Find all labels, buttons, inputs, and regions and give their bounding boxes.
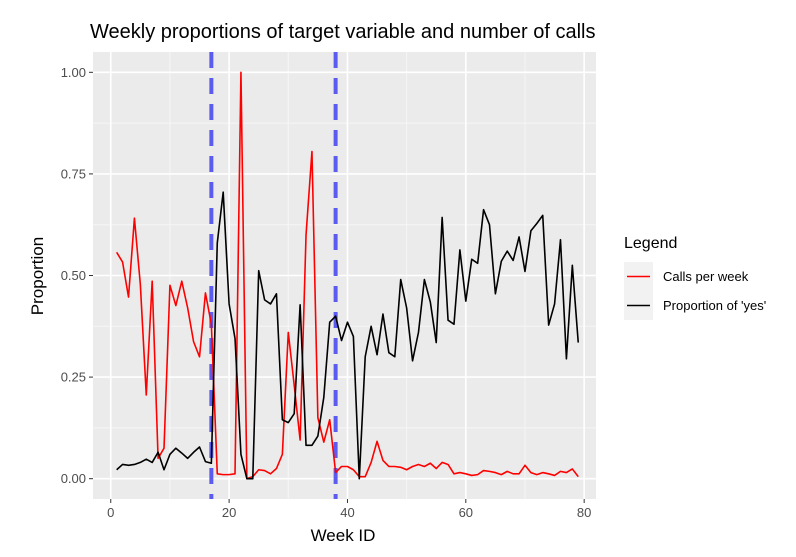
x-axis: 0 20 40 60 80 <box>107 499 591 520</box>
chart-title: Weekly proportions of target variable an… <box>90 21 595 43</box>
series-lines <box>115 71 580 480</box>
reference-lines <box>209 52 338 499</box>
y-axis-title: Proportion <box>28 237 47 315</box>
legend-label: Calls per week <box>663 269 749 284</box>
y-tick-label: 0.00 <box>61 471 86 486</box>
legend-items: Calls per week Proportion of 'yes' <box>624 262 766 320</box>
x-tick-label: 60 <box>459 505 473 520</box>
x-tick-label: 20 <box>222 505 236 520</box>
y-axis: 0.00 0.25 0.50 0.75 1.00 <box>61 65 93 486</box>
x-axis-title: Week ID <box>311 526 376 545</box>
y-tick-label: 0.50 <box>61 268 86 283</box>
legend: Legend Calls per week Proportion of 'yes' <box>624 235 766 320</box>
legend-title: Legend <box>624 235 677 252</box>
x-tick-label: 0 <box>107 505 114 520</box>
grid-major <box>93 52 596 499</box>
y-tick-label: 0.75 <box>61 166 86 181</box>
y-tick-label: 0.25 <box>61 370 86 385</box>
legend-label: Proportion of 'yes' <box>663 298 766 313</box>
series-line-calls-per-week <box>115 71 579 480</box>
series-line-proportion-yes <box>116 191 580 480</box>
y-tick-label: 1.00 <box>61 65 86 80</box>
x-tick-label: 40 <box>340 505 354 520</box>
x-tick-label: 80 <box>577 505 591 520</box>
